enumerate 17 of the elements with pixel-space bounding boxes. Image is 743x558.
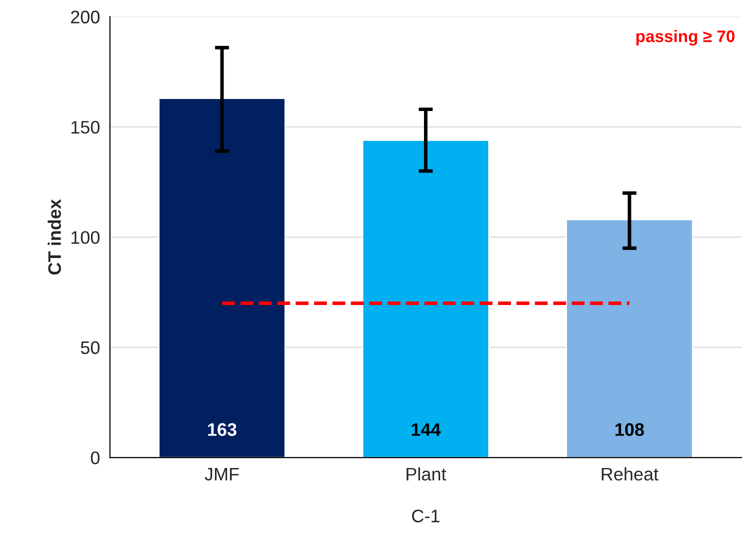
y-axis-title: CT index — [48, 199, 61, 275]
y-tick-label: 50 — [80, 341, 100, 354]
bar — [362, 139, 490, 458]
y-tick-label: 0 — [90, 451, 100, 464]
bar — [158, 98, 286, 458]
ref-line-label: passing ≥ 70 — [636, 30, 735, 46]
y-tick-label: 100 — [71, 231, 100, 244]
data-label: 163 — [208, 423, 236, 436]
x-tick-label: Plant — [406, 467, 446, 481]
y-tick-label: 200 — [71, 10, 100, 24]
data-label: 144 — [412, 423, 441, 436]
y-tick-label: 150 — [71, 120, 100, 134]
x-axis-title: C-1 — [412, 510, 440, 522]
data-label: 108 — [616, 423, 644, 436]
bar — [566, 218, 694, 458]
x-tick-label: Reheat — [602, 467, 658, 481]
x-tick-label: JMF — [204, 468, 239, 481]
